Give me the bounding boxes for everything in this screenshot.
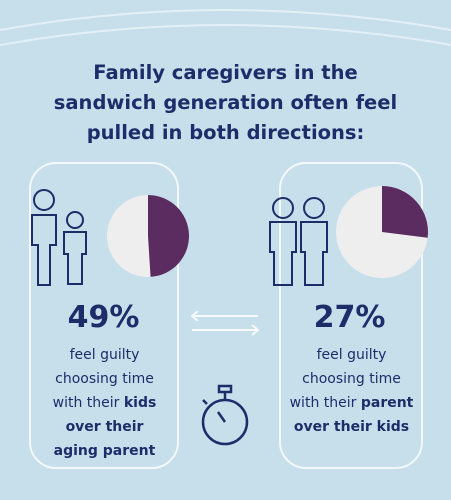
- text: feel guilty choosing time with their: [52, 347, 154, 411]
- pie-slice: [382, 185, 429, 238]
- stopwatch: [201, 384, 249, 446]
- percent: 49%: [67, 300, 140, 335]
- description: feel guilty choosing time with their kid…: [42, 343, 167, 463]
- title: Family caregivers in the sandwich genera…: [53, 61, 398, 144]
- description: feel guilty choosing time with their par…: [289, 343, 414, 439]
- people-icon: [269, 197, 328, 286]
- panel-frame: [279, 162, 423, 469]
- pie-slice: [148, 195, 190, 277]
- emphasis: kids over their aging parent: [53, 395, 157, 459]
- emphasis: parent over their kids: [293, 395, 414, 435]
- text: feel guilty choosing time with their: [289, 347, 401, 411]
- arc: [0, 9, 451, 31]
- people-icon: [31, 189, 87, 286]
- arc: [0, 24, 451, 46]
- arrows: [190, 310, 260, 336]
- percent: 27%: [313, 300, 386, 335]
- panel-frame: [29, 162, 179, 469]
